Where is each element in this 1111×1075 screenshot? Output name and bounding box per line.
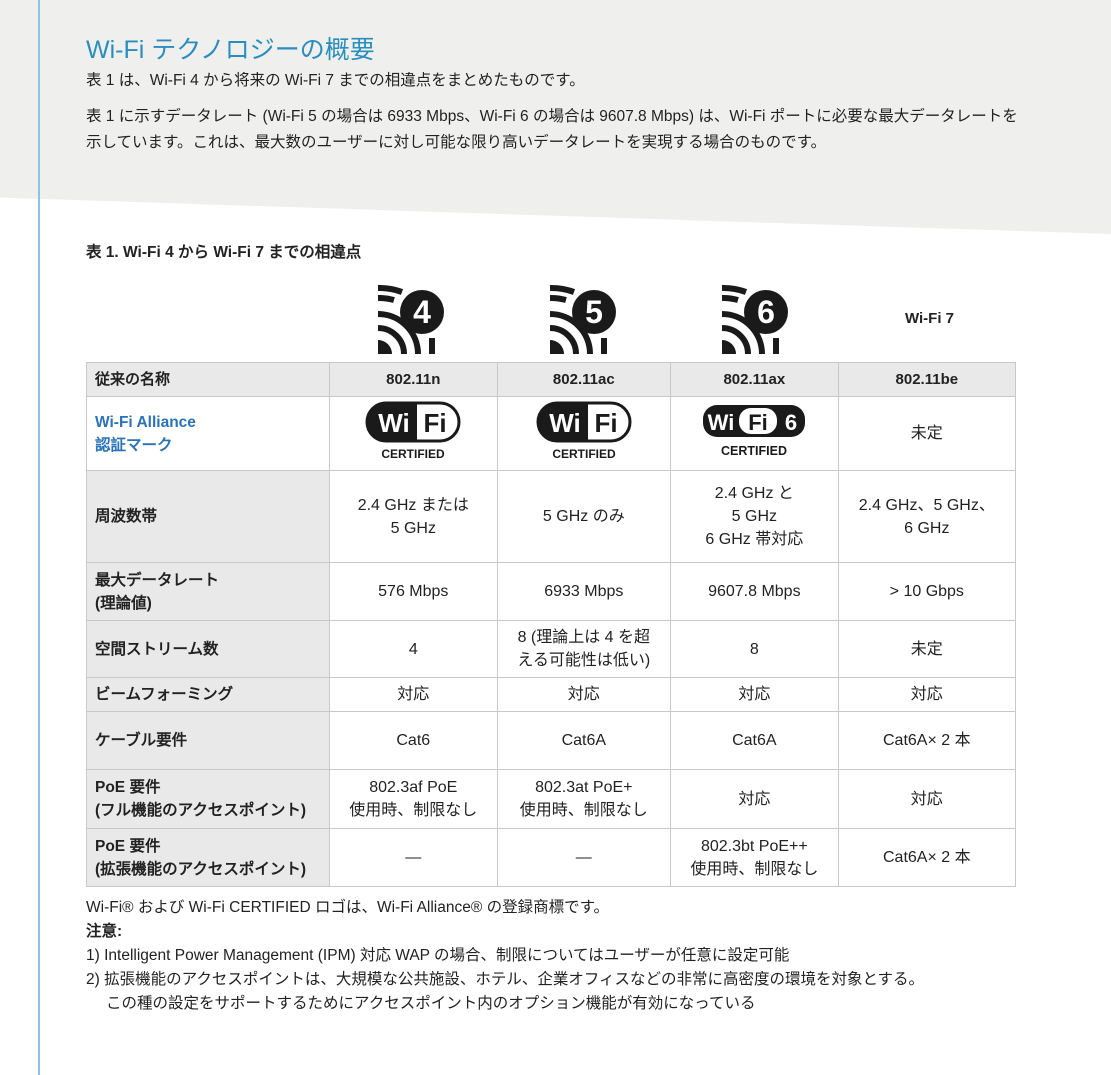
header-cell: 802.11ac — [496, 362, 672, 397]
footnotes: Wi-Fi® および Wi-Fi CERTIFIED ロゴは、Wi-Fi All… — [86, 896, 924, 1016]
note-2: 2) 拡張機能のアクセスポイントは、大規模な公共施設、ホテル、企業オフィスなどの… — [86, 971, 925, 988]
table-cell: 9607.8 Mbps — [670, 562, 839, 621]
wifi-certified-logo: Wi Fi CERTIFIED — [329, 396, 498, 471]
data-rate-paragraph: 表 1 に示すデータレート (Wi-Fi 5 の場合は 6933 Mbps、Wi… — [86, 108, 1018, 151]
table-cell: 802.3at PoE+ 使用時、制限なし — [496, 769, 672, 829]
table-row: PoE 要件 (フル機能のアクセスポイント) 802.3af PoE 使用時、制限… — [86, 769, 1017, 829]
header-cell: 802.11n — [329, 362, 498, 397]
table-row: ビームフォーミング 対応 対応 対応 対応 — [86, 677, 1017, 712]
cert-row: Wi-Fi Alliance 認証マーク Wi Fi CERTIFIED Wi Fi CE… — [86, 396, 1017, 471]
note-2-continued: この種の設定をサポートするためにアクセスポイント内のオプション機能が有効になって… — [106, 995, 756, 1012]
table-cell: 対応 — [837, 677, 1017, 712]
header-cell: 802.11ax — [670, 362, 839, 397]
page-title: Wi-Fi テクノロジーの概要 — [86, 36, 375, 64]
table-header-row: 従来の名称 802.11n 802.11ac 802.11ax 802.11be — [86, 362, 1017, 397]
wifi7-label: Wi-Fi 7 — [904, 310, 955, 327]
table-cell: 8 (理論上は 4 を超 える可能性は低い) — [496, 620, 672, 678]
margin-rule — [38, 0, 40, 1075]
cert-cell: 未定 — [837, 396, 1017, 471]
row-label: 空間ストリーム数 — [86, 620, 330, 678]
comparison-table: 従来の名称 802.11n 802.11ac 802.11ax 802.11be… — [86, 362, 1017, 887]
table-cell: 2.4 GHz と 5 GHz 6 GHz 帯対応 — [670, 470, 839, 563]
table-cell: > 10 Gbps — [837, 562, 1017, 621]
table-cell: — — [329, 828, 498, 887]
generation-number: 6 — [757, 294, 775, 330]
row-label: 最大データレート (理論値) — [86, 562, 330, 621]
notes-label: 注意: — [86, 923, 123, 940]
wifi-generation-5-logo: 5 — [544, 282, 624, 355]
table-cell: 対応 — [329, 677, 498, 712]
wifi-generation-6-logo: 6 — [716, 282, 796, 355]
svg-text:6: 6 — [785, 410, 797, 435]
table-cell: 2.4 GHz または 5 GHz — [329, 470, 498, 563]
svg-text:Wi: Wi — [379, 408, 411, 438]
table-caption: 表 1. Wi-Fi 4 から Wi-Fi 7 までの相違点 — [86, 244, 362, 261]
svg-text:CERTIFIED: CERTIFIED — [382, 447, 446, 461]
table-cell: 576 Mbps — [329, 562, 498, 621]
wifi-generation-4-logo: 4 — [372, 282, 452, 355]
note-1: 1) Intelligent Power Management (IPM) 対応… — [86, 947, 790, 964]
table-cell: 未定 — [837, 620, 1017, 678]
header-label: 従来の名称 — [86, 362, 330, 397]
table-row: 最大データレート (理論値) 576 Mbps 6933 Mbps 9607.8 Mb… — [86, 562, 1017, 621]
table-cell: Cat6 — [329, 711, 498, 770]
row-label: ビームフォーミング — [86, 677, 330, 712]
row-label: PoE 要件 (フル機能のアクセスポイント) — [86, 769, 330, 829]
table-cell: 802.3af PoE 使用時、制限なし — [329, 769, 498, 829]
table-cell: — — [496, 828, 672, 887]
svg-text:Fi: Fi — [424, 408, 447, 438]
header-cell: 802.11be — [837, 362, 1017, 397]
generation-number: 5 — [585, 294, 603, 330]
svg-text:Fi: Fi — [594, 408, 617, 438]
trademark-note: Wi-Fi® および Wi-Fi CERTIFIED ロゴは、Wi-Fi All… — [86, 899, 610, 916]
generation-number: 4 — [413, 294, 431, 330]
svg-text:Fi: Fi — [749, 410, 769, 435]
table-cell: 6933 Mbps — [496, 562, 672, 621]
row-label: PoE 要件 (拡張機能のアクセスポイント) — [86, 828, 330, 887]
table-cell: 対応 — [670, 769, 839, 829]
header-background — [0, 0, 1111, 234]
wifi6-certified-logo: Wi Fi 6 CERTIFIED — [670, 396, 839, 471]
cert-label-line2: 認証マーク — [95, 436, 173, 454]
svg-text:CERTIFIED: CERTIFIED — [721, 444, 787, 458]
table-cell: Cat6A — [670, 711, 839, 770]
table-cell: 対応 — [496, 677, 672, 712]
table-cell: 802.3bt PoE++ 使用時、制限なし — [670, 828, 839, 887]
table-cell: 8 — [670, 620, 839, 678]
wifi-certified-logo: Wi Fi CERTIFIED — [496, 396, 672, 471]
table-row: 空間ストリーム数 4 8 (理論上は 4 を超 える可能性は低い) 8 未定 — [86, 620, 1017, 678]
svg-text:CERTIFIED: CERTIFIED — [552, 447, 616, 461]
svg-text:Wi: Wi — [549, 408, 581, 438]
table-cell: 4 — [329, 620, 498, 678]
row-label: ケーブル要件 — [86, 711, 330, 770]
cert-label-line1: Wi-Fi Alliance — [95, 413, 196, 431]
intro-paragraph: 表 1 は、Wi-Fi 4 から将来の Wi-Fi 7 までの相違点をまとめたも… — [86, 72, 585, 89]
table-row: ケーブル要件 Cat6 Cat6A Cat6A Cat6A× 2 本 — [86, 711, 1017, 770]
table-cell: 対応 — [670, 677, 839, 712]
svg-text:Wi: Wi — [708, 410, 735, 435]
table-cell: 対応 — [837, 769, 1017, 829]
table-cell: Cat6A× 2 本 — [837, 828, 1017, 887]
table-cell: Cat6A — [496, 711, 672, 770]
table-cell: 5 GHz のみ — [496, 470, 672, 563]
cert-row-label: Wi-Fi Alliance 認証マーク — [86, 396, 330, 471]
table-row: PoE 要件 (拡張機能のアクセスポイント) — —802.3bt PoE++ 使用… — [86, 828, 1017, 887]
row-label: 周波数帯 — [86, 470, 330, 563]
table-row: 周波数帯 2.4 GHz または 5 GHz 5 GHz のみ 2.4 GHz と 5… — [86, 470, 1017, 563]
table-cell: Cat6A× 2 本 — [837, 711, 1017, 770]
table-cell: 2.4 GHz、5 GHz、 6 GHz — [837, 470, 1017, 563]
